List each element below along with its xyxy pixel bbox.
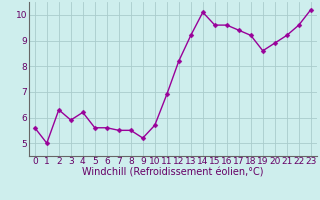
X-axis label: Windchill (Refroidissement éolien,°C): Windchill (Refroidissement éolien,°C) xyxy=(82,168,264,178)
